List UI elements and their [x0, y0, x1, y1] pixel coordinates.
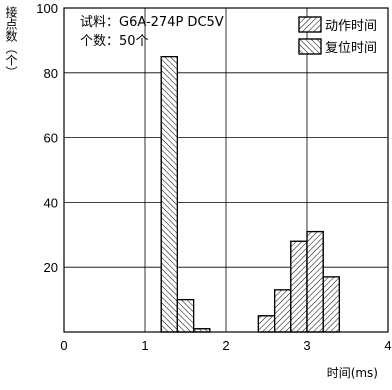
histogram-bar-hatch	[290, 240, 308, 333]
annotation: 试料：G6A-274P DC5V 个数：50个	[80, 15, 224, 49]
x-tick-label: 1	[141, 338, 148, 353]
histogram-bar-hatch	[160, 55, 178, 333]
annotation-line-1: 试料：G6A-274P DC5V	[80, 15, 224, 30]
x-tick-label: 4	[384, 338, 391, 353]
y-tick-label: 100	[36, 1, 58, 16]
tick-labels: 0 1 2 3 4 20 40 60 80 100	[36, 1, 391, 353]
y-tick-label: 40	[44, 195, 58, 210]
legend-swatch-hatch	[298, 16, 322, 33]
legend-swatch-hatch	[298, 38, 322, 55]
x-axis-label: 时间(ms)	[326, 366, 378, 380]
plot-frame	[63, 7, 389, 333]
x-tick-label: 0	[60, 338, 67, 353]
y-tick-label: 80	[44, 66, 58, 81]
y-axis-label: 接点数（个）	[4, 6, 18, 78]
annotation-line-2: 个数：50个	[80, 34, 149, 49]
histogram-bar-hatch	[257, 315, 276, 333]
histogram-bar-hatch	[274, 289, 292, 333]
legend-label: 复位时间	[325, 41, 377, 56]
y-axis-label-text: 接点数（个）	[4, 6, 18, 78]
x-tick-label: 3	[303, 338, 310, 353]
histogram-bar-hatch	[322, 276, 341, 333]
histogram-bar-hatch	[176, 299, 195, 333]
y-tick-label: 60	[44, 131, 58, 146]
x-tick-label: 2	[222, 338, 229, 353]
histogram-bar-hatch	[306, 230, 324, 333]
y-tick-label: 20	[44, 260, 58, 275]
legend-label: 动作时间	[325, 19, 377, 34]
bars	[160, 55, 341, 333]
